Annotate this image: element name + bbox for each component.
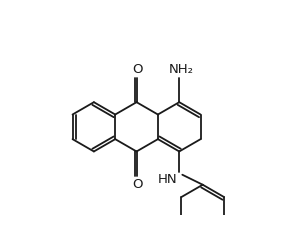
Text: O: O xyxy=(132,63,143,76)
Text: O: O xyxy=(132,178,143,191)
Text: HN: HN xyxy=(157,173,177,186)
Text: NH₂: NH₂ xyxy=(169,63,194,76)
